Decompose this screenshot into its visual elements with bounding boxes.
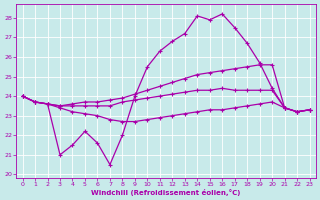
X-axis label: Windchill (Refroidissement éolien,°C): Windchill (Refroidissement éolien,°C) <box>92 189 241 196</box>
